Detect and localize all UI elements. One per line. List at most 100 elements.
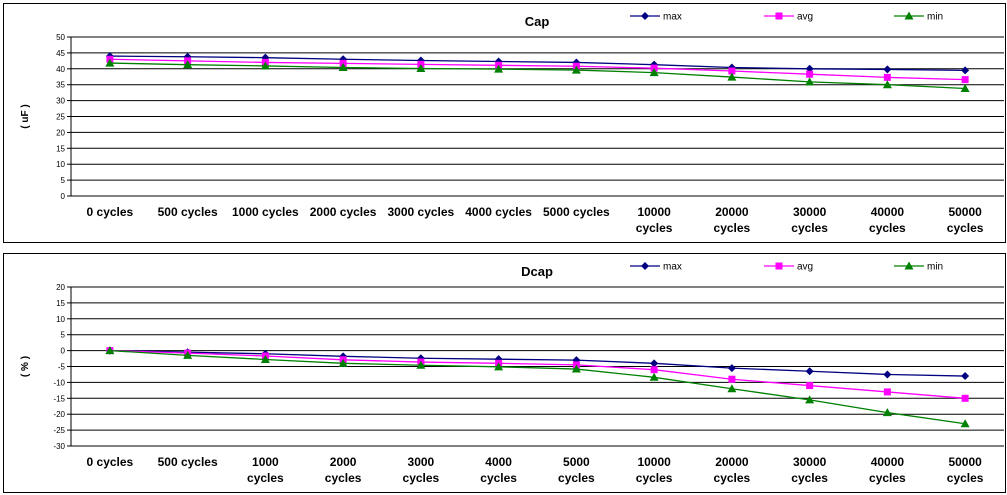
cap-chart-panel: Cap( uF ) 0 5 10 15 20 25 30 35 40 45 50 0 cycles 500… [3, 3, 1006, 243]
cap-data-point-avg [883, 73, 891, 81]
dcap-data-point-min [183, 350, 193, 359]
dcap-legend-item-max: max [630, 262, 682, 273]
dcap-chart-title: Dcap [521, 264, 553, 279]
dcap-series-avg [106, 347, 969, 402]
cap-legend-marker-min [904, 11, 914, 20]
cap-legend-item-avg: avg [764, 12, 813, 23]
dcap-data-point-max [572, 356, 581, 365]
cap-x-tick-label: 10000 cycles [636, 205, 673, 235]
cap-legend-item-max: max [630, 12, 682, 23]
dcap-legend-label-max: max [663, 262, 682, 273]
dcap-data-point-avg [961, 394, 969, 402]
cap-data-point-min [727, 72, 737, 81]
cap-y-tick-label: 25 [56, 113, 65, 122]
dcap-data-point-min [805, 395, 815, 404]
cap-data-point-max [883, 65, 892, 74]
dcap-data-point-max [494, 355, 503, 364]
dcap-data-point-max [883, 370, 892, 379]
dcap-legend-label-min: min [927, 262, 943, 273]
dcap-legend-item-min: min [894, 261, 943, 273]
dcap-y-tick-label: -10 [53, 378, 65, 387]
cap-legend-marker-avg [775, 12, 783, 20]
dcap-series-line-max [109, 349, 966, 377]
cap-legend-label-avg: avg [797, 12, 813, 23]
dcap-data-point-max [727, 364, 736, 373]
dcap-x-tick-label: 1000 cycles [247, 455, 284, 485]
dcap-data-point-avg [728, 375, 736, 383]
dcap-x-tick-label: 3000 cycles [403, 455, 440, 485]
cap-data-point-min [260, 61, 270, 70]
cap-x-tick-label: 500 cycles [158, 205, 218, 219]
dcap-series-line-min [109, 349, 966, 425]
cap-x-tick-label: 30000 cycles [791, 205, 828, 235]
dcap-data-point-min [727, 384, 737, 393]
dcap-series-min [105, 346, 970, 428]
dcap-x-tick-label: 40000 cycles [869, 455, 906, 485]
cap-series-line-min [109, 62, 966, 90]
dcap-y-tick-label: -15 [53, 394, 65, 403]
cap-y-tick-label: 15 [56, 144, 65, 153]
cap-legend-label-max: max [663, 12, 682, 23]
dcap-data-point-max [961, 372, 970, 381]
dcap-data-point-avg [806, 382, 814, 390]
dcap-y-tick-label: 20 [56, 283, 65, 292]
cap-x-tick-label: 20000 cycles [714, 205, 751, 235]
dcap-y-tick-label: -5 [58, 363, 66, 372]
dcap-x-tick-labels: 0 cycles 500 cycles 1000 cycles 2000 cycles 30… [87, 455, 984, 485]
cap-data-point-min [649, 68, 659, 77]
dcap-x-tick-label: 500 cycles [158, 455, 218, 469]
dcap-data-point-min [960, 419, 970, 428]
dcap-data-point-avg [883, 388, 891, 396]
cap-data-point-min [416, 63, 426, 72]
cap-y-tick-label: 5 [61, 176, 66, 185]
cap-x-tick-label: 3000 cycles [388, 205, 455, 219]
cap-y-tick-label: 40 [56, 65, 65, 74]
dcap-y-tick-label: -25 [53, 426, 65, 435]
dcap-chart: Dcap ( % ) -30 -25 -20 -15 -10 -5 0 5 10 15 20 0 cycl… [20, 261, 1004, 485]
dcap-y-tick-label: 10 [56, 315, 65, 324]
dcap-x-tick-label: 50000 cycles [947, 455, 984, 485]
cap-data-point-min [571, 65, 581, 74]
cap-legend-marker-max [641, 12, 649, 20]
cap-x-tick-label: 2000 cycles [310, 205, 377, 219]
cap-x-tick-label: 5000 cycles [543, 205, 610, 219]
cap-chart-title: Cap [525, 14, 550, 29]
dcap-series-max [105, 346, 970, 381]
cap-series-line-max [109, 55, 966, 72]
cap-y-tick-label: 20 [56, 128, 65, 137]
dcap-legend-marker-avg [775, 262, 783, 270]
dcap-data-point-min [571, 364, 581, 373]
dcap-legend-label-avg: avg [797, 262, 813, 273]
dcap-data-point-min [882, 408, 892, 417]
dcap-x-tick-label: 2000 cycles [325, 455, 362, 485]
cap-data-point-min [960, 84, 970, 93]
dcap-data-point-min [416, 360, 426, 369]
cap-y-tick-label: 0 [61, 192, 66, 201]
dcap-chart-panel: Dcap ( % ) -30 -25 -20 -15 -10 -5 0 5 10 15 20 0 cycl… [3, 253, 1006, 493]
cap-data-point-avg [961, 76, 969, 84]
cap-y-axis-label: ( uF ) [20, 104, 31, 128]
cap-x-tick-label: 40000 cycles [869, 205, 906, 235]
dcap-data-point-min [338, 358, 348, 367]
dcap-y-tick-label: -20 [53, 410, 65, 419]
dcap-gridlines: -30 -25 -20 -15 -10 -5 0 5 10 15 20 [53, 283, 1004, 451]
cap-gridlines: 0 5 10 15 20 25 30 35 40 45 50 [56, 33, 1004, 201]
cap-data-point-max [961, 66, 970, 75]
dcap-x-tick-label: 20000 cycles [714, 455, 751, 485]
dcap-y-tick-label: 5 [61, 331, 66, 340]
dcap-x-tick-label: 10000 cycles [636, 455, 673, 485]
dcap-legend-item-avg: avg [764, 262, 813, 273]
cap-data-point-min [494, 64, 504, 73]
cap-y-tick-label: 35 [56, 81, 65, 90]
dcap-legend-marker-min [904, 261, 914, 270]
cap-data-point-max [572, 58, 581, 67]
dcap-x-tick-label: 0 cycles [87, 455, 134, 469]
dcap-data-point-max [805, 367, 814, 376]
dcap-data-point-min [494, 362, 504, 371]
cap-x-tick-label: 50000 cycles [947, 205, 984, 235]
dcap-data-point-min [105, 346, 115, 355]
dcap-legend-marker-max [641, 262, 649, 270]
dcap-y-tick-label: -30 [53, 442, 65, 451]
dcap-data-point-min [649, 372, 659, 381]
cap-legend: max avg min [630, 11, 943, 23]
